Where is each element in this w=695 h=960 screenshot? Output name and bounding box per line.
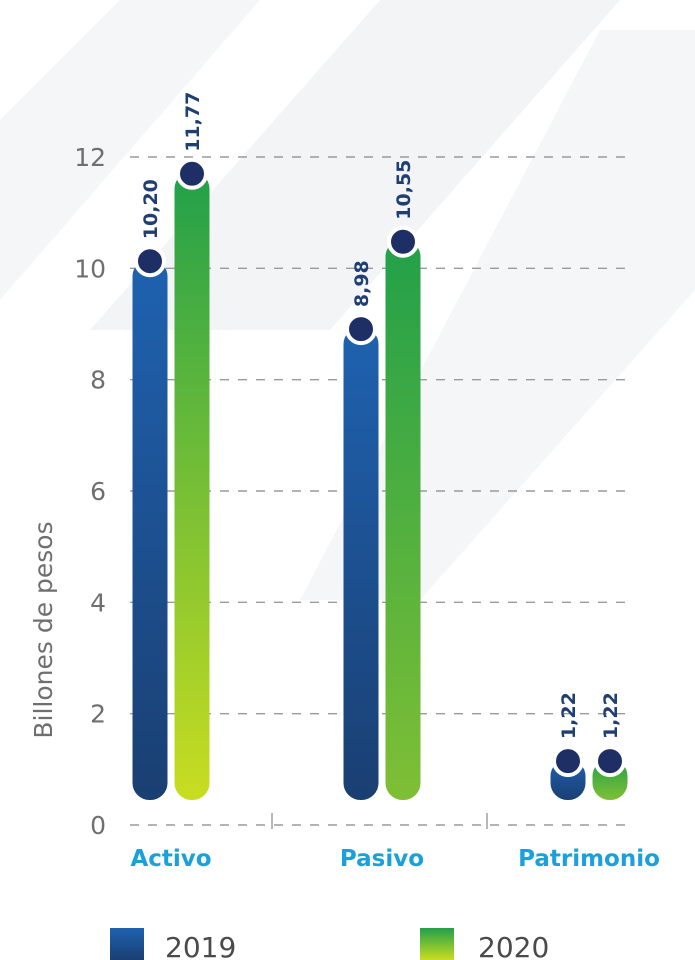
data-label: 11,77	[182, 92, 204, 152]
bar-2020-activo	[174, 171, 210, 800]
data-label: 1,22	[600, 692, 622, 739]
legend-label-2019: 2019	[165, 931, 236, 960]
data-label: 10,55	[393, 160, 415, 220]
data-label: 8,98	[351, 260, 373, 307]
y-tick-label: 10	[74, 254, 106, 283]
y-tick-label: 2	[90, 700, 106, 729]
bar-marker	[552, 745, 584, 778]
bar-marker	[387, 225, 419, 258]
legend-swatch-2019	[110, 928, 144, 960]
y-tick-label: 6	[90, 477, 106, 506]
category-labels: Activo Pasivo Patrimonio	[130, 846, 659, 872]
legend: 2019 2020	[110, 928, 549, 960]
y-tick-label: 4	[90, 588, 106, 617]
data-label: 1,22	[558, 692, 580, 739]
y-axis-ticks: 0 2 4 6 8 10 12	[74, 143, 106, 840]
bar-2019-pasivo	[343, 327, 379, 800]
bar-2020-pasivo	[385, 239, 421, 800]
bars: 10,20 11,77 8,98 10,55 1,22 1,22	[132, 92, 628, 800]
y-tick-label: 12	[74, 143, 106, 172]
bar-marker	[134, 245, 166, 278]
y-tick-label: 8	[90, 366, 106, 395]
category-label-pasivo: Pasivo	[340, 846, 424, 872]
bar-2019-activo	[132, 259, 168, 800]
y-axis-label: Billones de pesos	[29, 521, 58, 738]
category-label-patrimonio: Patrimonio	[518, 846, 660, 872]
legend-swatch-2020	[420, 928, 454, 960]
category-label-activo: Activo	[130, 846, 211, 872]
bar-marker	[345, 313, 377, 346]
bar-marker	[176, 157, 208, 190]
gridlines	[130, 156, 630, 829]
legend-label-2020: 2020	[478, 931, 549, 960]
y-tick-label: 0	[90, 811, 106, 840]
data-label: 10,20	[140, 179, 162, 239]
bar-marker	[594, 745, 626, 778]
